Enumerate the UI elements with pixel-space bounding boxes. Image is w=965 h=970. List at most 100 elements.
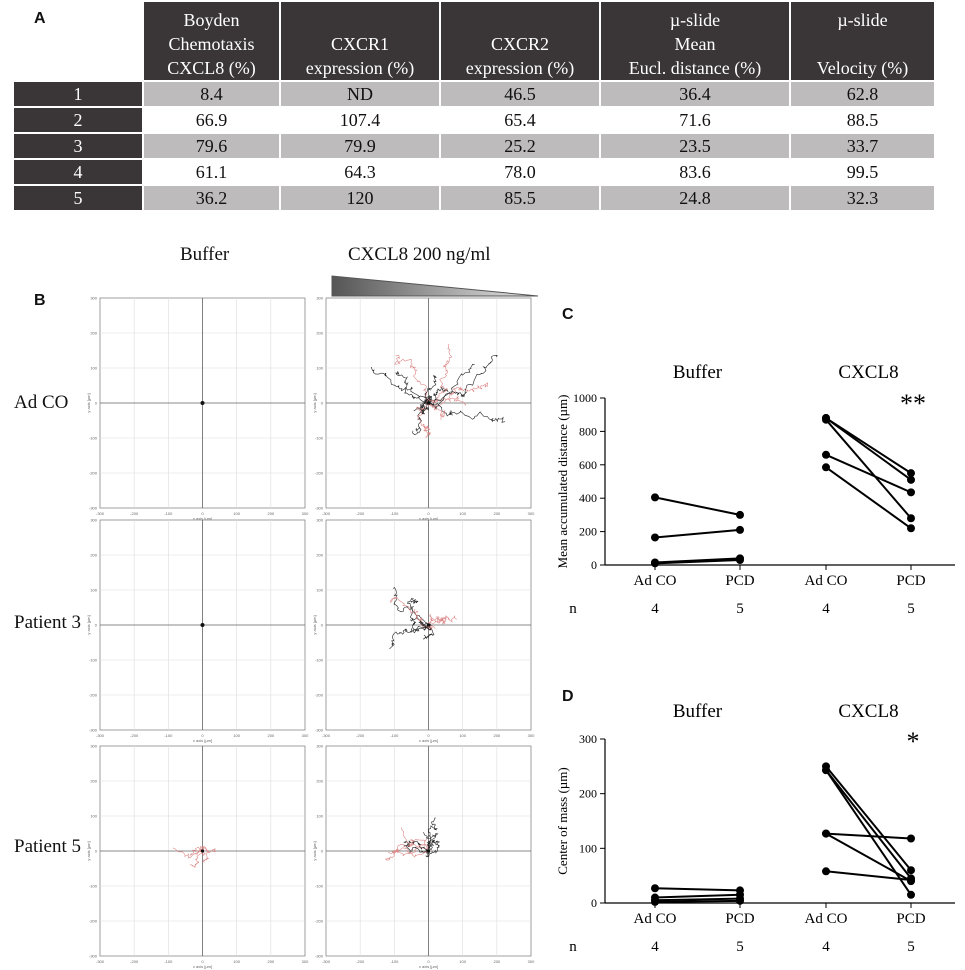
x-tick-label: -200 (130, 511, 139, 516)
cell-track (189, 846, 204, 856)
y-tick-label: 100 (316, 814, 323, 819)
y-axis-label: y axis [µm] (86, 393, 91, 412)
data-point (822, 867, 830, 876)
cell-track (428, 355, 498, 406)
chart-center-of-mass: 0 100 200 300 Center of mass (µm) Buffer Ad CO… (555, 701, 955, 955)
n-value: 4 (651, 601, 659, 617)
data-point (651, 559, 659, 568)
y-tick-label: 0 (95, 401, 98, 406)
connection-line (825, 832, 912, 883)
x-tick-label: 200 (493, 511, 500, 516)
y-tick-label: 0 (95, 849, 98, 854)
table-cell: 61.1 (144, 160, 279, 184)
x-tick-label: 0 (201, 511, 204, 516)
cell-track (426, 817, 438, 852)
x-tick-label: -300 (322, 511, 331, 516)
connection-line (654, 528, 741, 539)
table-cell: 8.4 (144, 82, 279, 106)
header-eucl-distance: µ-slide Mean Eucl. distance (%) (601, 2, 789, 80)
connection-line (825, 419, 912, 519)
y-tick-label: 100 (90, 366, 97, 371)
x-tick-label: -300 (96, 511, 105, 516)
row-number: 1 (14, 82, 142, 106)
x-tick-label: 0 (427, 959, 430, 964)
table-cell: 33.7 (791, 134, 934, 158)
patient-table: Boyden Chemotaxis CXCL8 (%) CXCR1 expres… (12, 0, 936, 212)
category-label: PCD (896, 911, 925, 927)
x-tick-label: 200 (267, 959, 274, 964)
row-label-patient5: Patient 5 (14, 836, 82, 857)
y-tick-label: 0 (591, 896, 597, 910)
table-cell: 66.9 (144, 108, 279, 132)
data-point (651, 533, 659, 542)
y-tick-label: -200 (315, 919, 324, 924)
connection-line (825, 765, 912, 871)
x-tick-label: -300 (96, 959, 105, 964)
y-tick-label: -300 (315, 954, 324, 959)
x-tick-label: 100 (233, 511, 240, 516)
table-cell: 99.5 (791, 160, 934, 184)
track-plot: -300-300 -200 -200 -100 -100 0 0 100 100 200 200 30… (86, 296, 309, 522)
row-number: 2 (14, 108, 142, 132)
origin-dot (200, 849, 205, 853)
connection-line (825, 769, 912, 880)
cell-track (387, 847, 429, 858)
data-point (736, 555, 744, 564)
data-point (651, 897, 659, 906)
col-header-buffer: Buffer (180, 244, 230, 265)
table-cell: 36.4 (601, 82, 789, 106)
table-cell: ND (281, 82, 439, 106)
y-axis-label: Center of mass (µm) (555, 767, 570, 875)
cell-track (393, 586, 429, 628)
table-cell: 64.3 (281, 160, 439, 184)
y-tick-label: 300 (90, 296, 97, 301)
origin-dot (426, 849, 431, 853)
cell-track (370, 367, 429, 404)
y-tick-label: 0 (95, 623, 98, 628)
x-tick-label: -300 (322, 959, 331, 964)
y-tick-label: -100 (315, 436, 324, 441)
connection-line (825, 417, 912, 481)
category-label: PCD (896, 573, 925, 589)
category-label: Ad CO (805, 911, 848, 927)
group-label: CXCL8 (838, 362, 898, 383)
table-row: 5 36.2 120 85.5 24.8 32.3 (14, 186, 934, 210)
cell-track (172, 847, 203, 859)
table-cell: 83.6 (601, 160, 789, 184)
x-tick-label: -300 (322, 733, 331, 738)
x-tick-label: -100 (390, 511, 399, 516)
x-tick-label: 300 (528, 959, 535, 964)
x-axis-label: x axis [µm] (419, 738, 438, 743)
cell-track (199, 845, 216, 854)
y-tick-label: -100 (315, 658, 324, 663)
data-point (822, 414, 830, 423)
table-cell: 46.5 (441, 82, 599, 106)
data-point (822, 829, 830, 838)
y-tick-label: -100 (89, 658, 98, 663)
data-point (907, 866, 915, 875)
n-value: 4 (822, 939, 830, 955)
y-tick-label: 0 (591, 558, 597, 572)
data-point (651, 884, 659, 893)
y-tick-label: 200 (579, 525, 597, 539)
x-tick-label: 200 (493, 959, 500, 964)
y-axis-label: y axis [µm] (312, 393, 317, 412)
data-point (736, 525, 744, 534)
category-label: Ad CO (805, 573, 848, 589)
y-tick-label: 200 (90, 779, 97, 784)
connection-line (654, 887, 741, 892)
cell-track (418, 620, 429, 631)
y-tick-label: 200 (316, 779, 323, 784)
cell-track (395, 371, 429, 404)
y-tick-label: 200 (579, 787, 597, 801)
y-tick-label: 400 (579, 491, 597, 505)
y-tick-label: -300 (315, 506, 324, 511)
row-number: 5 (14, 186, 142, 210)
data-point (907, 469, 915, 478)
table-row: 3 79.6 79.9 25.2 23.5 33.7 (14, 134, 934, 158)
y-tick-label: 200 (90, 553, 97, 558)
connection-line (825, 832, 912, 840)
row-label-patient3: Patient 3 (14, 612, 82, 633)
x-tick-label: 100 (233, 733, 240, 738)
category-label: Ad CO (634, 573, 677, 589)
